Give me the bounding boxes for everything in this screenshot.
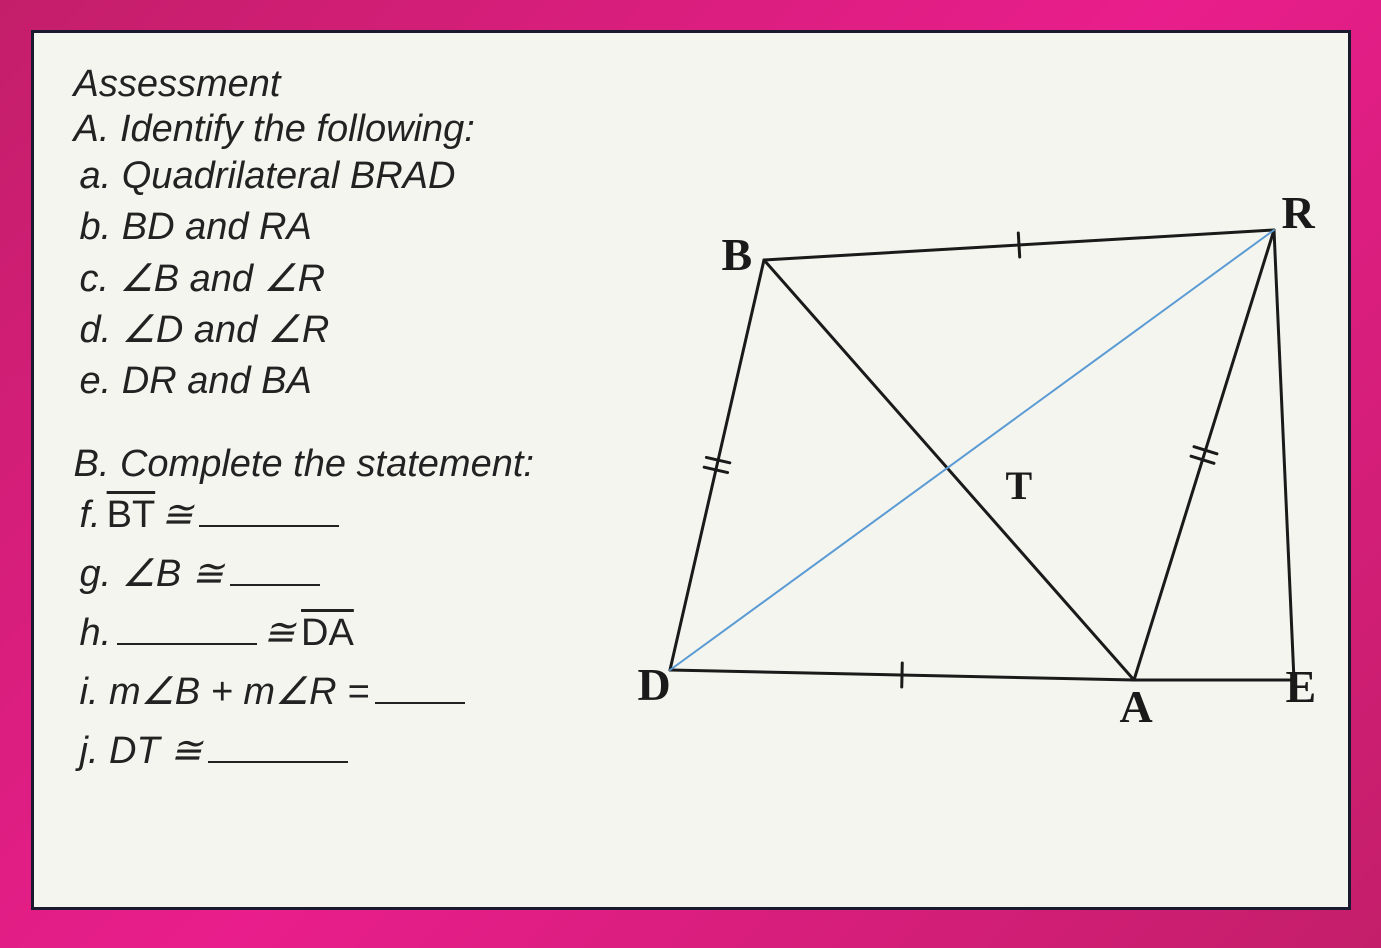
item-g: g. ∠B ≅ <box>80 545 614 604</box>
item-j-blank <box>208 729 348 763</box>
item-a: a. Quadrilateral BRAD <box>80 151 614 202</box>
item-c: c. ∠B and ∠R <box>80 254 614 305</box>
item-d-prefix: d. <box>80 309 122 351</box>
item-g-prefix: g. ∠B ≅ <box>80 545 224 604</box>
item-j-prefix: j. DT ≅ <box>80 722 203 781</box>
item-d-mid: and <box>183 309 268 351</box>
item-j: j. DT ≅ <box>80 722 614 781</box>
assessment-slide: Assessment A. Identify the following: a.… <box>31 30 1351 910</box>
item-f-prefix: f. <box>80 486 101 545</box>
section-b: B. Complete the statement: f. BT ≅ g. ∠B… <box>74 443 614 780</box>
item-i-text: i. m∠B + m∠R = <box>80 663 370 722</box>
item-h-prefix: h. <box>80 604 112 663</box>
item-f-segment: BT <box>107 486 156 545</box>
diagram-column: B R D A E T <box>634 63 1334 877</box>
vertex-label-b: B <box>722 228 753 281</box>
diagram-wrap: B R D A E T <box>634 190 1334 750</box>
item-c-angle2: ∠R <box>264 258 326 300</box>
item-d: d. ∠D and ∠R <box>80 305 614 356</box>
section-a-heading: A. Identify the following: <box>74 108 614 151</box>
item-h-segment: DA <box>301 604 354 663</box>
item-h: h. ≅ DA <box>80 604 614 663</box>
text-column: Assessment A. Identify the following: a.… <box>74 63 614 877</box>
assessment-title: Assessment <box>74 63 614 106</box>
item-f-blank <box>199 493 339 527</box>
item-f-rel: ≅ <box>161 486 193 545</box>
item-d-angle1: ∠D <box>122 309 184 351</box>
vertex-label-d: D <box>638 658 671 711</box>
section-b-heading: B. Complete the statement: <box>74 443 614 486</box>
item-c-mid: and <box>179 258 264 300</box>
item-i: i. m∠B + m∠R = <box>80 663 614 722</box>
item-i-blank <box>375 670 465 704</box>
item-c-prefix: c. <box>80 258 120 300</box>
item-g-blank <box>230 552 320 586</box>
vertex-label-r: R <box>1282 186 1315 239</box>
item-h-blank <box>117 611 257 645</box>
vertex-label-t: T <box>1006 462 1033 509</box>
vertex-label-e: E <box>1286 660 1317 713</box>
item-h-rel: ≅ <box>263 604 295 663</box>
item-e: e. DR and BA <box>80 356 614 407</box>
item-c-angle1: ∠B <box>120 258 179 300</box>
item-f: f. BT ≅ <box>80 486 614 545</box>
vertex-label-a: A <box>1120 680 1153 733</box>
item-b: b. BD and RA <box>80 202 614 253</box>
item-d-angle2: ∠R <box>268 309 330 351</box>
